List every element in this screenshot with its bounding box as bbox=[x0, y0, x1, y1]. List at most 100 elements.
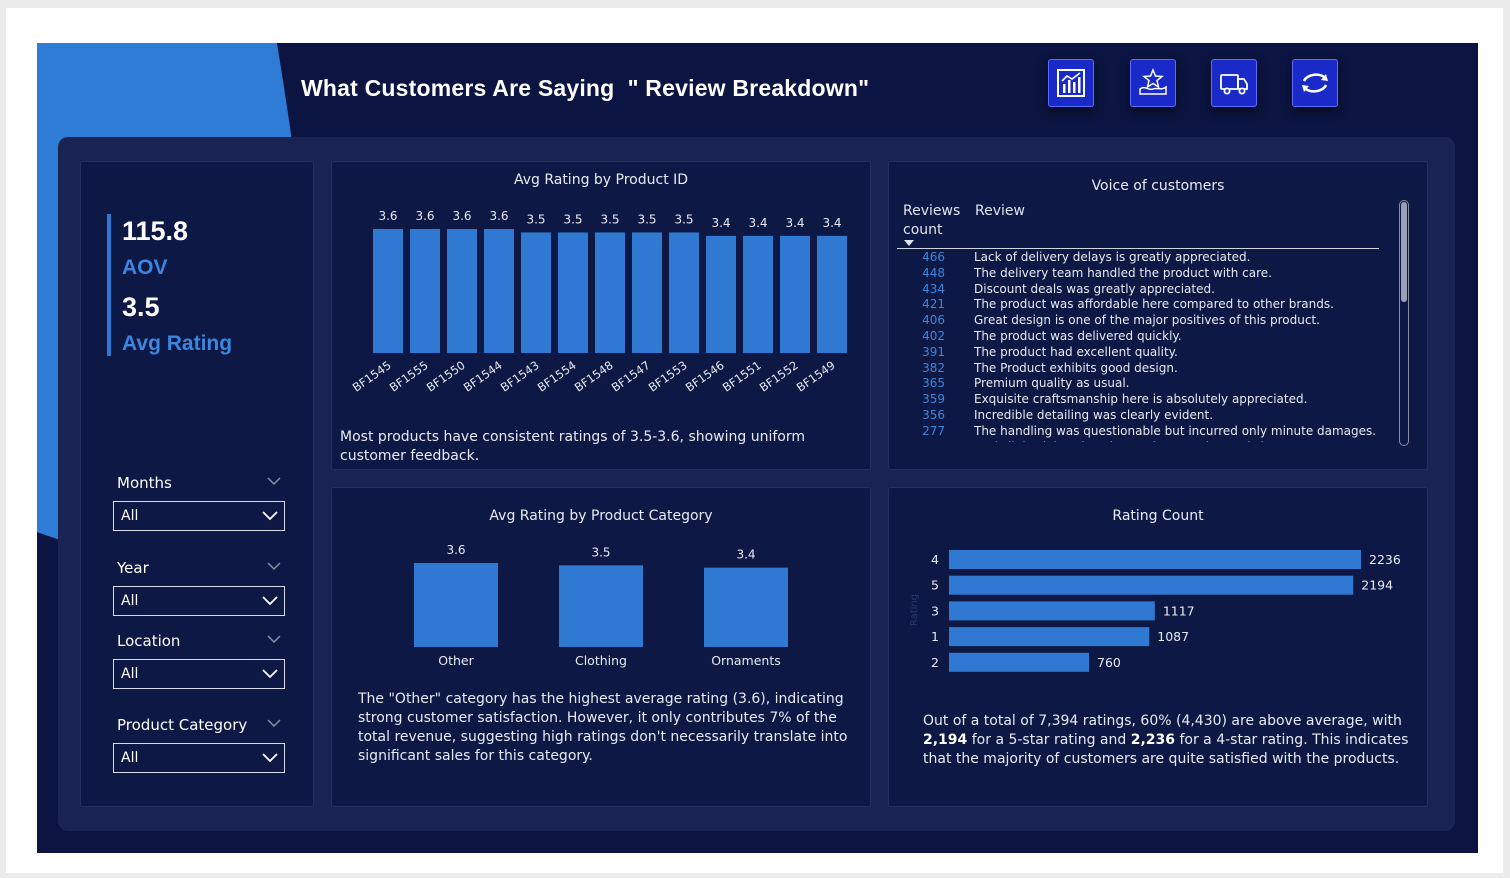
bar-BF1551[interactable] bbox=[743, 235, 773, 353]
x-tick-label: BF1543 bbox=[498, 358, 542, 395]
x-tick-label: Other bbox=[438, 653, 474, 668]
slicer-location-dropdown[interactable]: All bbox=[113, 659, 285, 689]
product-id-chart-card: Avg Rating by Product ID 3.6 BF1545 3.6 BF1… bbox=[331, 161, 871, 470]
x-tick-label: BF1548 bbox=[572, 358, 616, 395]
bar-rating-2[interactable] bbox=[949, 652, 1090, 672]
voc-header-divider bbox=[897, 248, 1379, 249]
slicer-location-label: Location bbox=[117, 632, 181, 650]
table-row[interactable]: 391 The product had excellent quality. bbox=[897, 345, 1387, 361]
value-label: 3.4 bbox=[785, 216, 804, 230]
review-count: 466 bbox=[922, 250, 945, 264]
review-count: 391 bbox=[922, 344, 945, 359]
bar-BF1544[interactable] bbox=[484, 229, 514, 353]
avg-rating-label: Avg Rating bbox=[122, 332, 233, 355]
table-row[interactable]: 356 Incredible detailing was clearly evid… bbox=[897, 408, 1387, 424]
kpi-accent-bar bbox=[107, 214, 111, 356]
table-row[interactable]: 402 The product was delivered quickly. bbox=[897, 329, 1387, 345]
slicer-category-dropdown[interactable]: All bbox=[113, 743, 285, 773]
review-text: Exquisite craftsmanship here is absolute… bbox=[974, 392, 1308, 407]
bar-BF1543[interactable] bbox=[521, 232, 551, 353]
bar-BF1554[interactable] bbox=[558, 232, 588, 353]
bar-rating-1[interactable] bbox=[949, 627, 1150, 647]
bar-BF1550[interactable] bbox=[447, 229, 477, 353]
x-tick-label: BF1552 bbox=[757, 358, 801, 395]
bar-rating-3[interactable] bbox=[949, 601, 1155, 621]
nav-button-ratings[interactable] bbox=[1130, 59, 1176, 107]
y-tick-label: 2 bbox=[931, 655, 939, 670]
voc-col-count[interactable]: Reviews count bbox=[903, 203, 961, 238]
nav-button-overview[interactable] bbox=[1048, 59, 1094, 107]
bar-BF1555[interactable] bbox=[410, 229, 440, 353]
review-count: 434 bbox=[922, 281, 945, 296]
value-label: 3.4 bbox=[736, 548, 755, 562]
review-count: 365 bbox=[922, 376, 945, 391]
bar-BF1546[interactable] bbox=[706, 235, 736, 353]
table-row[interactable]: 466 Lack of delivery delays is greatly ap… bbox=[897, 250, 1387, 266]
bar-BF1552[interactable] bbox=[780, 235, 810, 353]
table-row[interactable]: 270Had slight delays but the product was… bbox=[897, 440, 1387, 442]
voc-table-body: 466 Lack of delivery delays is greatly ap… bbox=[897, 250, 1387, 442]
review-text: The product had excellent quality. bbox=[974, 344, 1178, 359]
rating-count-bar-chart: 4 2236 5 2194 3 1117 1 1087 2 760 Rating bbox=[909, 550, 1401, 672]
slicer-year-dropdown[interactable]: All bbox=[113, 586, 285, 616]
table-row[interactable]: 448 The delivery team handled the product… bbox=[897, 266, 1387, 282]
product-id-bar-chart: 3.6 BF1545 3.6 BF1555 3.6 BF1550 3.6 BF1544 3.5 B… bbox=[350, 209, 847, 395]
chevron-down-icon bbox=[262, 511, 278, 521]
table-row[interactable]: 359 Exquisite craftsmanship here is absol… bbox=[897, 392, 1387, 408]
rating-insight-bold2: 2,236 bbox=[1130, 732, 1176, 748]
chevron-down-icon[interactable] bbox=[267, 476, 281, 486]
content-panel: 115.8 AOV 3.5 Avg Rating Months All Year… bbox=[58, 137, 1455, 831]
sort-desc-icon[interactable] bbox=[904, 240, 914, 246]
nav-button-delivery[interactable] bbox=[1211, 59, 1257, 107]
nav-button-returns[interactable] bbox=[1292, 59, 1338, 107]
review-count: 421 bbox=[922, 297, 945, 312]
review-text: The product was delivered quickly. bbox=[974, 328, 1182, 343]
kpi-slicer-card: 115.8 AOV 3.5 Avg Rating Months All Year… bbox=[80, 161, 314, 807]
voc-scrollbar[interactable] bbox=[1399, 200, 1409, 446]
value-label: 3.6 bbox=[452, 209, 471, 223]
table-row[interactable]: 421 The product was affordable here compa… bbox=[897, 297, 1387, 313]
bar-BF1545[interactable] bbox=[373, 229, 403, 353]
y-tick-label: 4 bbox=[931, 552, 939, 567]
chevron-down-icon[interactable] bbox=[267, 561, 281, 571]
x-tick-label: BF1551 bbox=[720, 358, 764, 395]
value-label: 1087 bbox=[1157, 629, 1189, 644]
chart-icon bbox=[1057, 69, 1085, 97]
rating-count-insight: Out of a total of 7,394 ratings, 60% (4,… bbox=[923, 712, 1415, 769]
value-label: 3.4 bbox=[711, 216, 730, 230]
review-text: Had slight delays but the product was in… bbox=[945, 440, 1294, 442]
chevron-down-icon[interactable] bbox=[267, 634, 281, 644]
table-row[interactable]: 382 The Product exhibits good design. bbox=[897, 361, 1387, 377]
x-tick-label: Ornaments bbox=[711, 653, 781, 668]
review-text: The delivery team handled the product wi… bbox=[974, 265, 1272, 280]
y-tick-label: 3 bbox=[931, 603, 939, 618]
bar-BF1547[interactable] bbox=[632, 232, 662, 353]
table-row[interactable]: 365 Premium quality as usual. bbox=[897, 376, 1387, 392]
voc-col-review[interactable]: Review bbox=[975, 203, 1025, 219]
bar-ornaments[interactable] bbox=[704, 567, 788, 647]
table-row[interactable]: 434 Discount deals was greatly appreciate… bbox=[897, 282, 1387, 298]
value-label: 3.5 bbox=[674, 212, 693, 226]
table-row[interactable]: 406 Great design is one of the major posi… bbox=[897, 313, 1387, 329]
bar-BF1549[interactable] bbox=[817, 235, 847, 353]
bar-rating-4[interactable] bbox=[949, 550, 1361, 569]
bar-BF1553[interactable] bbox=[669, 232, 699, 353]
value-label: 3.5 bbox=[591, 545, 610, 559]
chevron-down-icon bbox=[262, 596, 278, 606]
voice-of-customers-card: Voice of customers Reviews count Review … bbox=[888, 161, 1428, 470]
x-tick-label: BF1555 bbox=[387, 358, 431, 395]
value-label: 3.6 bbox=[415, 209, 434, 223]
aov-label: AOV bbox=[122, 256, 168, 279]
bar-clothing[interactable] bbox=[559, 565, 643, 647]
voc-scrollbar-thumb[interactable] bbox=[1401, 202, 1407, 302]
chevron-down-icon[interactable] bbox=[267, 718, 281, 728]
table-row[interactable]: 277 The handling was questionable but inc… bbox=[897, 424, 1387, 440]
bar-rating-5[interactable] bbox=[949, 575, 1354, 595]
x-tick-label: BF1549 bbox=[794, 358, 838, 395]
value-label: 3.4 bbox=[822, 216, 841, 230]
review-count: 359 bbox=[922, 392, 945, 407]
slicer-months-dropdown[interactable]: All bbox=[113, 501, 285, 531]
bar-other[interactable] bbox=[414, 563, 498, 647]
bar-BF1548[interactable] bbox=[595, 232, 625, 353]
value-label: 3.6 bbox=[446, 543, 465, 557]
